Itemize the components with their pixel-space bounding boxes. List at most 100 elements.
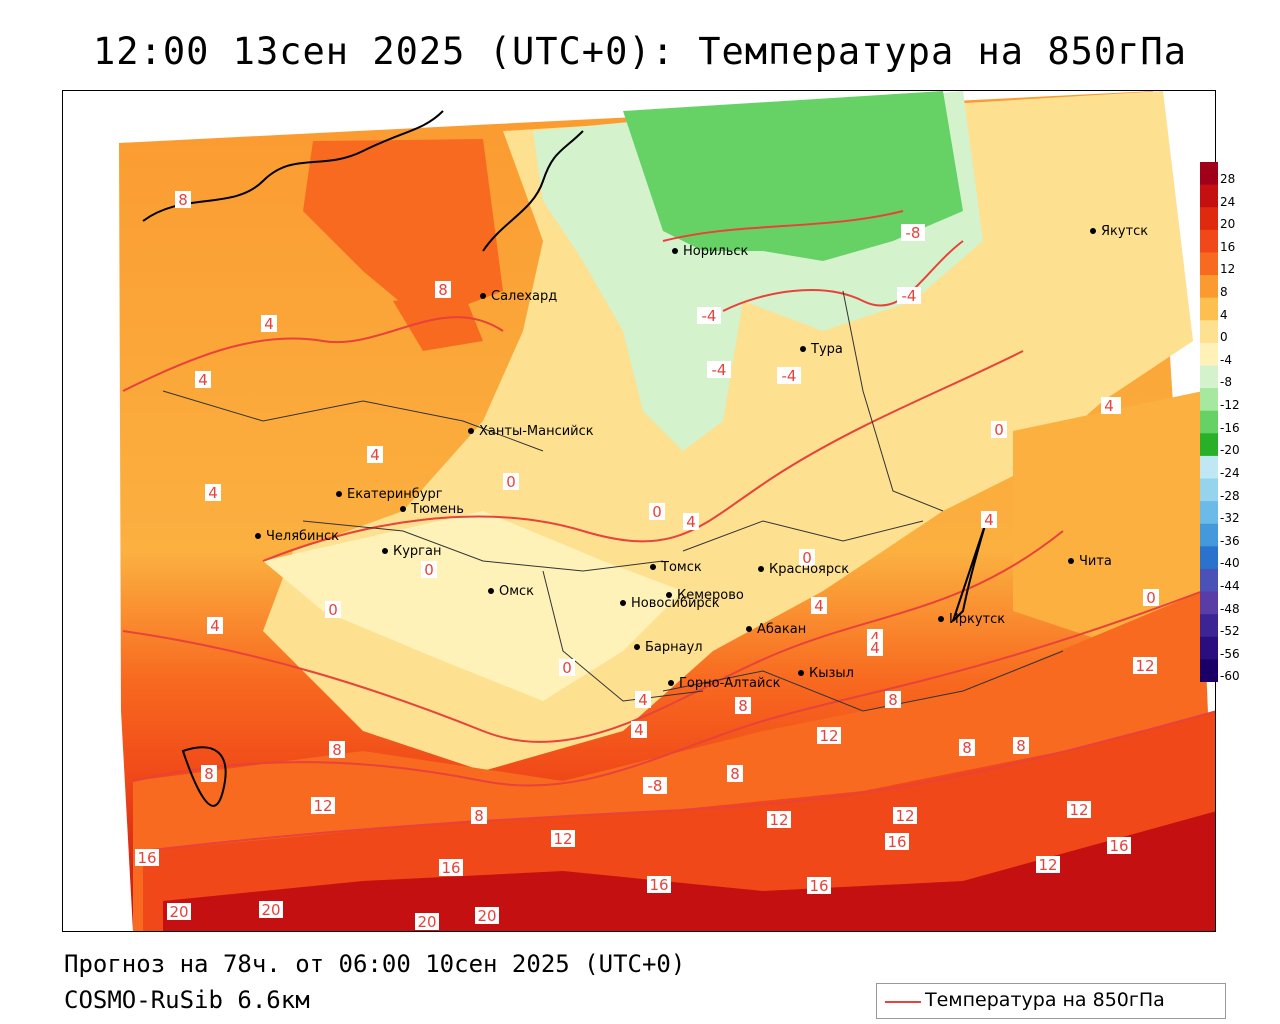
isotherm-label-bg <box>439 859 463 876</box>
colorbar-tick-label: 28 <box>1220 172 1236 186</box>
colorbar <box>1200 162 1218 682</box>
isotherm-value-label: 0 <box>994 421 1004 439</box>
legend-label: Температура на 850гПа <box>925 989 1165 1011</box>
colorbar-tick-label: -8 <box>1220 375 1232 390</box>
isotherm-label-bg <box>817 727 841 744</box>
city-marker <box>798 670 804 676</box>
city-label: Кызыл <box>809 666 854 681</box>
isotherm-label-bg <box>893 807 917 824</box>
isotherm-value-label: -8 <box>906 224 921 242</box>
isotherm-value-label: -4 <box>712 361 727 379</box>
city-label: Тюмень <box>410 502 464 517</box>
colorbar-swatch <box>1200 636 1218 660</box>
isotherm-value-label: 16 <box>137 849 156 867</box>
isotherm-value-label: 4 <box>870 639 880 657</box>
city-label: Абакан <box>757 622 806 637</box>
colorbar-tick-label: 0 <box>1220 330 1228 345</box>
city-label: Норильск <box>683 244 749 259</box>
isotherm-value-label: 4 <box>686 513 696 531</box>
isotherm-label-bg <box>205 484 221 501</box>
city-label: Якутск <box>1101 224 1148 239</box>
colorbar-tick-label: -36 <box>1220 533 1240 548</box>
city-label: Салехард <box>491 289 557 304</box>
forecast-info: Прогноз на 78ч. от 06:00 10сен 2025 (UTC… <box>64 950 686 978</box>
isotherm-label-bg <box>991 421 1007 438</box>
colorbar-swatch <box>1200 252 1218 276</box>
isotherm-value-label: 16 <box>887 833 906 851</box>
isotherm-value-label: 4 <box>210 617 220 635</box>
isotherm-label-bg <box>631 721 647 738</box>
isotherm-label-bg <box>367 446 383 463</box>
isotherm-value-label: 4 <box>984 511 994 529</box>
isotherm-value-label: 12 <box>895 807 914 825</box>
isotherm-value-label: 0 <box>1146 589 1156 607</box>
isotherm-label-bg <box>707 361 731 378</box>
colorbar-swatch <box>1200 207 1218 231</box>
colorbar-tick-label: -24 <box>1220 465 1240 480</box>
colorbar-swatch <box>1200 229 1218 253</box>
isotherm-value-label: 0 <box>562 659 572 677</box>
isotherm-value-label: -4 <box>702 307 717 325</box>
city-marker <box>668 680 674 686</box>
city-marker <box>758 566 764 572</box>
isotherm-label-bg <box>885 691 901 708</box>
region-hot-south-3 <box>163 811 1215 931</box>
isotherm-value-label: 8 <box>1016 737 1026 755</box>
city-label: Новосибирск <box>631 596 720 611</box>
city-label: Омск <box>499 584 534 599</box>
colorbar-tick-label: 12 <box>1220 262 1236 277</box>
isotherm-value-label: 12 <box>769 811 788 829</box>
colorbar-swatch <box>1200 297 1218 321</box>
colorbar-tick-label: 16 <box>1220 239 1236 254</box>
admin-borders <box>162 290 1064 712</box>
colorbar-swatch <box>1200 614 1218 638</box>
isotherm-label-bg <box>897 287 921 304</box>
isotherm-value-label: 0 <box>652 503 662 521</box>
city-label: Курган <box>393 544 441 559</box>
colorbar-swatch <box>1200 591 1218 615</box>
isotherm-value-label: 4 <box>1104 397 1114 415</box>
isotherm-label-bg <box>1013 737 1029 754</box>
colorbar-tick-label: -44 <box>1220 578 1240 593</box>
legend-line-swatch <box>885 1001 921 1003</box>
isotherm-label-bg <box>311 797 335 814</box>
isotherm-label-bg <box>1036 856 1060 873</box>
isotherm-value-label: 4 <box>208 484 218 502</box>
colorbar-swatch <box>1200 455 1218 480</box>
city-marker <box>746 626 752 632</box>
city-label: Томск <box>660 560 702 575</box>
isotherm-label-bg <box>777 367 801 384</box>
temperature-map[interactable]: 884444-8-4-4-4-4000400404044881281212161… <box>62 90 1216 932</box>
colorbar-tick-label: -48 <box>1220 601 1240 616</box>
isotherm-value-label: -8 <box>648 777 663 795</box>
isotherm-label-bg <box>867 639 883 656</box>
colorbar-tick-label: 20 <box>1220 217 1236 232</box>
city-marker <box>255 533 261 539</box>
isotherm-value-label: 0 <box>424 561 434 579</box>
city-label: Горно-Алтайск <box>679 676 781 691</box>
isotherm-label-bg <box>885 833 909 850</box>
isotherm-value-label: 16 <box>1109 837 1128 855</box>
city-marker <box>382 548 388 554</box>
isotherm-value-label: 8 <box>962 739 972 757</box>
isotherm-value-label: -4 <box>782 367 797 385</box>
city-marker <box>480 293 486 299</box>
isotherm-label-bg <box>167 903 191 920</box>
colorbar-tick-label: -28 <box>1220 488 1240 503</box>
colorbar-swatch <box>1200 162 1218 186</box>
isotherm-value-label: 12 <box>1038 856 1057 874</box>
isotherm-value-label: 4 <box>870 629 880 647</box>
region-east-warm <box>1013 391 1215 651</box>
city-marker <box>650 564 656 570</box>
isotherm-label-bg <box>901 224 925 241</box>
city-label: Тура <box>810 342 843 357</box>
isotherm-label-bg <box>503 473 519 490</box>
city-marker <box>488 588 494 594</box>
isotherm-label-bg <box>415 913 439 930</box>
isotherm-value-label: 4 <box>634 721 644 739</box>
colorbar-tick-label: -52 <box>1220 624 1240 639</box>
colorbar-swatch <box>1200 659 1218 682</box>
isotherm-value-label: 20 <box>477 907 496 925</box>
isotherm-label-bg <box>683 513 699 530</box>
isotherm-value-label: 4 <box>370 446 380 464</box>
